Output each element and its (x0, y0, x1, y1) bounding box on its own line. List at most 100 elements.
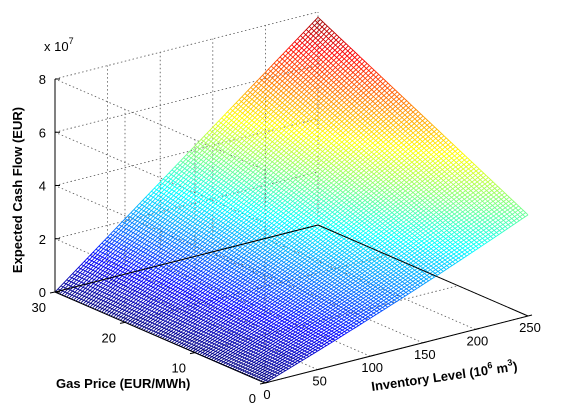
mesh-line-y (156, 205, 164, 213)
mesh-line-x (187, 223, 194, 228)
mesh-line-y (366, 185, 374, 192)
mesh-line-x (289, 290, 296, 295)
mesh-line-y (202, 273, 210, 280)
mesh-line-x (164, 203, 170, 208)
mesh-line-x (211, 264, 218, 269)
mesh-line-x (287, 312, 294, 317)
mesh-line-y (429, 275, 437, 281)
mesh-line-y (333, 75, 341, 83)
mesh-line-x (263, 372, 269, 376)
mesh-line-y (276, 122, 284, 130)
mesh-line-y (215, 145, 223, 154)
mesh-line-x (172, 312, 179, 317)
mesh-line-y (263, 202, 271, 209)
mesh-line-y (314, 107, 322, 115)
mesh-line-y (356, 154, 364, 162)
mesh-line-x (231, 263, 237, 267)
mesh-line-y (164, 178, 172, 186)
mesh-line-x (271, 343, 277, 347)
mesh-line-y (432, 131, 440, 138)
mesh-line-y (430, 140, 438, 148)
mesh-line-y (156, 216, 165, 224)
mesh-line-x (279, 344, 286, 348)
mesh-line-x (192, 303, 199, 307)
mesh-line-x (182, 297, 188, 302)
mesh-line-y (242, 198, 250, 206)
mesh-line-y (249, 192, 257, 200)
mesh-line-y (245, 260, 253, 268)
mesh-line-x (310, 329, 317, 334)
mesh-line-y (144, 298, 152, 305)
mesh-line-x (301, 309, 308, 314)
mesh-line-y (297, 30, 306, 39)
mesh-line-x (266, 364, 273, 368)
mesh-line-x (167, 310, 174, 314)
mesh-line-x (190, 297, 196, 302)
mesh-line-y (254, 140, 262, 148)
mesh-line-y (297, 93, 305, 101)
mesh-line-x (145, 270, 152, 275)
mesh-line-y (284, 93, 292, 101)
mesh-line-y (149, 253, 157, 261)
mesh-line-y (344, 121, 352, 128)
mesh-line-x (237, 322, 244, 326)
mesh-line-x (157, 332, 164, 336)
mesh-line-x (170, 231, 177, 236)
mesh-line-y (219, 125, 227, 133)
mesh-line-x (221, 239, 228, 244)
mesh-line-y (81, 267, 89, 276)
mesh-line-y (161, 208, 169, 216)
mesh-line-y (84, 288, 92, 296)
mesh-line-x (205, 238, 212, 243)
mesh-line-x (300, 355, 307, 359)
mesh-line-y (401, 160, 410, 167)
mesh-line-x (160, 215, 167, 220)
mesh-line-x (314, 320, 321, 325)
mesh-line-y (403, 194, 411, 201)
mesh-line-y (159, 174, 168, 183)
mesh-line-y (302, 220, 310, 227)
mesh-line-y (284, 163, 292, 171)
mesh-line-y (307, 233, 315, 240)
mesh-line-x (298, 344, 305, 348)
mesh-line-y (164, 290, 172, 297)
mesh-line-y (326, 82, 335, 90)
mesh-line-y (393, 186, 402, 193)
mesh-line-x (131, 245, 137, 249)
mesh-line-x (236, 336, 242, 340)
mesh-line-y (144, 250, 152, 258)
mesh-line-y (198, 231, 206, 239)
mesh-line-x (162, 334, 169, 338)
mesh-line-y (125, 240, 134, 248)
mesh-line-y (169, 192, 177, 200)
mesh-line-y (269, 237, 277, 244)
mesh-line-y (231, 134, 239, 142)
mesh-line-x (196, 320, 203, 324)
mesh-line-y (311, 162, 319, 170)
mesh-line-y (364, 127, 372, 135)
mesh-line-x (288, 297, 295, 302)
mesh-line-x (246, 308, 253, 313)
mesh-line-y (339, 173, 347, 181)
mesh-line-y (390, 104, 399, 111)
mesh-line-y (425, 192, 433, 199)
mesh-line-x (272, 295, 279, 300)
mesh-line-y (310, 194, 318, 202)
mesh-line-y (327, 164, 335, 171)
mesh-line-y (300, 119, 309, 127)
mesh-line-x (209, 355, 216, 359)
mesh-line-y (184, 169, 192, 177)
mesh-line-x (321, 335, 328, 340)
mesh-line-y (409, 133, 418, 140)
mesh-line-y (441, 184, 449, 191)
mesh-line-y (360, 190, 368, 198)
mesh-line-x (142, 233, 149, 238)
mesh-line-y (348, 113, 356, 120)
mesh-line-x (281, 289, 287, 294)
mesh-line-y (158, 258, 166, 266)
mesh-line-y (128, 299, 136, 307)
mesh-line-y (419, 153, 427, 160)
mesh-line-x (281, 348, 288, 353)
mesh-line-y (162, 187, 170, 196)
mesh-line-y (270, 164, 279, 172)
